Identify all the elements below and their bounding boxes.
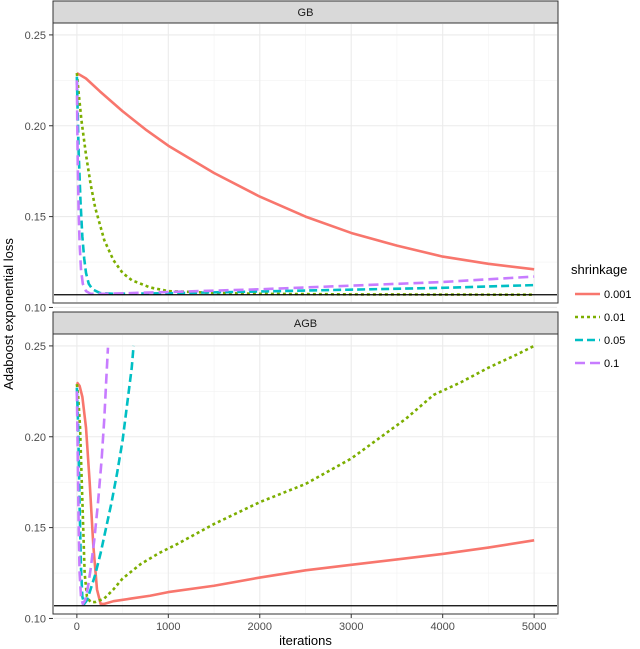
legend-entries: 0.001 0.01 0.05 0.1 — [575, 289, 632, 370]
series-line-agb-0_1 — [75, 347, 110, 606]
legend-title: shrinkage — [571, 262, 627, 277]
y-tick-label: 0.25 — [25, 341, 46, 353]
legend: shrinkage 0.001 0.01 0.05 0.1 — [571, 262, 632, 370]
y-tick-label: 0.20 — [25, 432, 46, 444]
x-tick-label: 1000 — [156, 621, 180, 633]
y-tick-label: 0.10 — [25, 302, 46, 314]
x-tick-label: 2000 — [248, 621, 272, 633]
y-tick-label: 0.15 — [25, 212, 46, 224]
series-line-gb-0_1 — [75, 80, 535, 296]
series-line-agb-0_05 — [75, 345, 135, 606]
y-tick-label: 0.10 — [25, 613, 46, 625]
x-ticks: 0 1000 2000 3000 4000 5000 — [74, 614, 546, 633]
strip-title-agb: AGB — [294, 318, 317, 330]
y-tick-label: 0.15 — [25, 523, 46, 535]
series-agb — [54, 344, 557, 607]
x-tick-label: 4000 — [430, 621, 454, 633]
y-tick-label: 0.25 — [25, 30, 46, 42]
y-tick-label: 0.20 — [25, 121, 46, 133]
series-line-gb-0_001 — [76, 71, 535, 271]
x-tick-label: 0 — [74, 621, 80, 633]
legend-label-0_01: 0.01 — [604, 312, 625, 324]
legend-label-0_001: 0.001 — [604, 289, 632, 301]
y-axis-title: Adaboost exponential loss — [1, 238, 16, 390]
panel-agb: AGB 0.10 0.15 0.20 0.25 — [25, 311, 559, 625]
x-axis-title: iterations — [279, 633, 332, 648]
strip-title-gb: GB — [298, 7, 314, 19]
y-ticks-agb: 0.10 0.15 0.20 0.25 — [25, 341, 53, 625]
series-line-gb-0_01 — [75, 72, 535, 297]
series-line-agb-0_01 — [75, 344, 535, 604]
grid-agb — [54, 335, 557, 620]
series-line-agb-0_001 — [75, 381, 535, 606]
y-ticks-gb: 0.10 0.15 0.20 0.25 — [25, 30, 53, 314]
series-gb — [54, 71, 557, 297]
series-line-gb-0_05 — [75, 76, 535, 296]
panel-gb: GB 0.10 0.15 0.20 0.25 — [25, 0, 559, 314]
x-tick-label: 5000 — [522, 621, 546, 633]
legend-label-0_1: 0.1 — [604, 358, 619, 370]
x-tick-label: 3000 — [339, 621, 363, 633]
legend-label-0_05: 0.05 — [604, 335, 625, 347]
